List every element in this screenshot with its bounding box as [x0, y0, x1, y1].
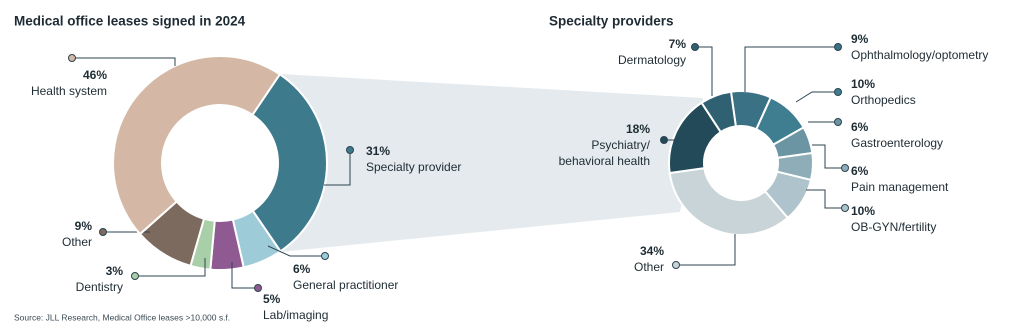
donut-slice — [668, 167, 790, 236]
category-label: Orthopedics — [851, 93, 916, 107]
category-label: Dermatology — [618, 53, 686, 67]
leader-dot — [841, 204, 849, 212]
leader-dot — [834, 43, 842, 51]
value-label: 6% — [851, 164, 869, 178]
value-label: 31% — [366, 144, 390, 158]
leader-dot — [841, 164, 849, 172]
category-label: Gastroenterology — [851, 136, 943, 150]
value-label: 10% — [851, 77, 875, 91]
leader-dot — [834, 88, 842, 96]
leader-line — [795, 91, 838, 103]
category-label: Lab/imaging — [263, 308, 328, 322]
leader-dot — [131, 272, 139, 280]
leader-line — [135, 258, 206, 277]
value-label: 5% — [263, 292, 281, 306]
leader-line — [695, 46, 713, 96]
leader-line — [324, 150, 351, 186]
category-label: Ophthalmology/optometry — [851, 48, 988, 62]
leader-dot — [346, 146, 354, 154]
category-label: Other — [62, 235, 92, 249]
category-label: General practitioner — [293, 278, 398, 292]
value-label: 7% — [669, 37, 687, 51]
leader-dot — [68, 54, 76, 62]
value-label: 9% — [851, 32, 869, 46]
category-label: Specialty provider — [366, 160, 461, 174]
donut-slice — [700, 90, 737, 134]
value-label: 34% — [640, 244, 664, 258]
connector — [280, 74, 703, 252]
chart-title: Medical office leases signed in 2024 — [14, 14, 246, 29]
leader-line — [806, 189, 845, 209]
value-label: 6% — [851, 120, 869, 134]
category-label: Pain management — [851, 180, 949, 194]
leader-dot — [660, 136, 668, 144]
value-label: 6% — [293, 262, 311, 276]
leader-line — [812, 144, 845, 169]
value-label: 18% — [626, 122, 650, 136]
leader-dot — [691, 43, 699, 51]
leader-dot — [254, 284, 262, 292]
leader-line — [676, 234, 736, 266]
leader-dot — [672, 261, 680, 269]
category-label: OB-GYN/fertility — [851, 220, 936, 234]
category-label: Health system — [31, 84, 107, 98]
value-label: 46% — [83, 68, 107, 82]
category-label: Other — [634, 260, 664, 274]
leader-dot — [321, 252, 329, 260]
leader-line — [267, 245, 325, 257]
source-note: Source: JLL Research, Medical Office lea… — [14, 312, 230, 322]
leader-dot — [99, 228, 107, 236]
value-label: 10% — [851, 204, 875, 218]
leader-dot — [834, 118, 842, 126]
leader-line — [231, 262, 258, 289]
value-label: 9% — [75, 219, 93, 233]
chart-title: Specialty providers — [549, 14, 674, 29]
value-label: 3% — [106, 264, 124, 278]
category-label: Dentistry — [76, 280, 123, 294]
donut-slice — [112, 55, 282, 236]
leader-line — [744, 46, 838, 92]
donut-slice — [251, 72, 328, 253]
category-label: Psychiatry/behavioral health — [559, 138, 651, 168]
leader-line — [72, 57, 176, 66]
